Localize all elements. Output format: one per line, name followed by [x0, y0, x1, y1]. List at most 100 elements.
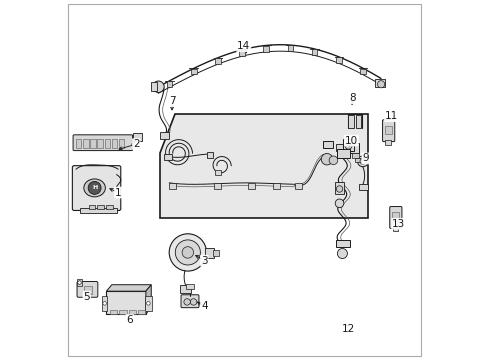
- Bar: [348, 115, 353, 128]
- Bar: [323, 140, 333, 148]
- Text: 5: 5: [83, 292, 90, 302]
- Polygon shape: [106, 285, 151, 291]
- Bar: [106, 291, 145, 315]
- Polygon shape: [160, 114, 367, 218]
- Bar: [150, 82, 157, 91]
- Bar: [273, 183, 280, 189]
- Bar: [263, 46, 268, 51]
- Text: H: H: [92, 185, 97, 190]
- Bar: [215, 58, 220, 64]
- Circle shape: [328, 156, 337, 165]
- Bar: [311, 49, 317, 55]
- Circle shape: [183, 299, 190, 305]
- Circle shape: [190, 299, 196, 305]
- FancyBboxPatch shape: [389, 207, 401, 228]
- Bar: [190, 69, 196, 75]
- Bar: [145, 296, 151, 311]
- Circle shape: [377, 81, 384, 88]
- Bar: [112, 139, 117, 148]
- Bar: [138, 310, 145, 315]
- Bar: [335, 57, 341, 63]
- Bar: [351, 153, 359, 158]
- Bar: [160, 132, 169, 139]
- Bar: [104, 139, 110, 148]
- Bar: [214, 183, 221, 189]
- Bar: [186, 284, 194, 289]
- Circle shape: [357, 156, 367, 167]
- Bar: [336, 149, 349, 158]
- FancyBboxPatch shape: [72, 166, 121, 211]
- Circle shape: [88, 181, 101, 194]
- Bar: [359, 68, 365, 74]
- Text: 1: 1: [115, 188, 122, 198]
- Text: 14: 14: [237, 41, 250, 51]
- FancyBboxPatch shape: [77, 282, 98, 297]
- Bar: [83, 286, 92, 294]
- Bar: [90, 139, 96, 148]
- Bar: [348, 143, 359, 153]
- Bar: [133, 134, 142, 140]
- Bar: [335, 239, 349, 247]
- Polygon shape: [145, 285, 151, 315]
- Circle shape: [78, 281, 81, 284]
- Circle shape: [321, 153, 332, 165]
- Bar: [204, 248, 214, 258]
- Bar: [391, 212, 398, 222]
- Text: 13: 13: [391, 219, 405, 229]
- Bar: [355, 115, 361, 128]
- Text: 9: 9: [362, 153, 368, 163]
- Bar: [384, 126, 391, 134]
- Circle shape: [102, 302, 106, 305]
- Text: 12: 12: [341, 324, 354, 334]
- Bar: [163, 154, 171, 160]
- Circle shape: [175, 240, 200, 265]
- Bar: [106, 205, 113, 210]
- Bar: [180, 285, 190, 293]
- Bar: [247, 183, 255, 189]
- Text: 2: 2: [133, 139, 139, 149]
- Bar: [212, 249, 219, 256]
- Circle shape: [146, 302, 150, 305]
- Bar: [169, 183, 176, 189]
- Bar: [287, 45, 293, 51]
- Bar: [83, 139, 88, 148]
- FancyBboxPatch shape: [181, 295, 199, 308]
- Bar: [119, 310, 126, 315]
- Bar: [166, 81, 172, 87]
- Ellipse shape: [83, 179, 105, 197]
- Bar: [88, 205, 95, 210]
- Text: 11: 11: [384, 111, 397, 121]
- Bar: [335, 144, 344, 150]
- Bar: [335, 182, 344, 194]
- Text: 10: 10: [344, 136, 357, 145]
- Circle shape: [344, 142, 351, 149]
- Text: 8: 8: [348, 93, 355, 103]
- Bar: [110, 310, 117, 315]
- Text: 7: 7: [168, 96, 175, 106]
- Bar: [97, 205, 104, 210]
- Text: 3: 3: [201, 256, 207, 266]
- Bar: [343, 139, 353, 150]
- Bar: [206, 152, 213, 158]
- Bar: [80, 208, 117, 213]
- Circle shape: [336, 186, 342, 192]
- Bar: [128, 310, 136, 315]
- Bar: [294, 183, 301, 189]
- Circle shape: [182, 247, 193, 258]
- Bar: [76, 139, 81, 148]
- Text: 4: 4: [201, 301, 207, 311]
- Text: 6: 6: [126, 315, 133, 325]
- Circle shape: [337, 248, 346, 258]
- Bar: [384, 140, 390, 145]
- Circle shape: [335, 199, 343, 208]
- Circle shape: [169, 234, 206, 271]
- Bar: [102, 296, 107, 311]
- Bar: [97, 139, 102, 148]
- Bar: [392, 226, 397, 231]
- Bar: [358, 184, 367, 190]
- Bar: [77, 279, 81, 286]
- Circle shape: [359, 158, 365, 164]
- Bar: [374, 79, 384, 87]
- Bar: [215, 170, 221, 175]
- FancyBboxPatch shape: [382, 120, 394, 141]
